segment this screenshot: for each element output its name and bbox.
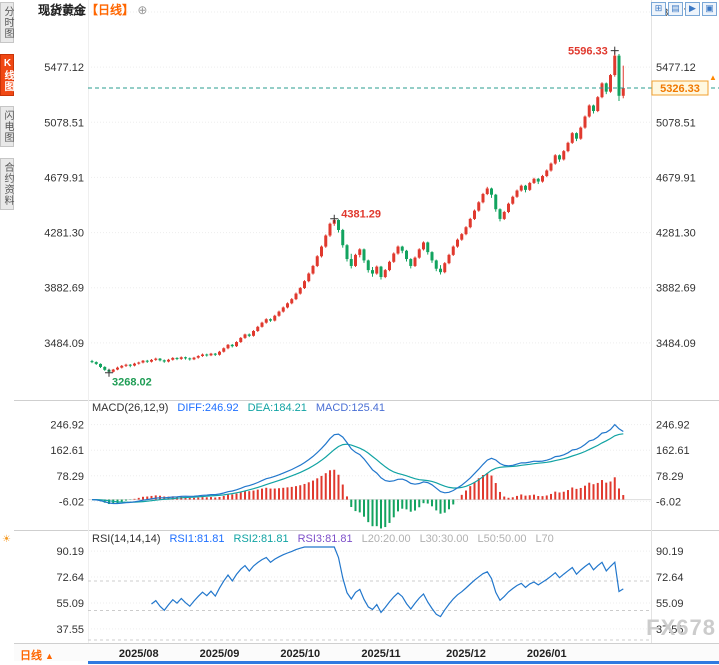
macd-header: MACD(26,12,9) DIFF:246.92 DEA:184.21 MAC…	[92, 402, 385, 414]
tab-lightning-chart[interactable]: 闪电图	[0, 106, 14, 147]
svg-text:4281.30: 4281.30	[656, 228, 696, 240]
last-price-marker: 5326.33 ▲	[88, 73, 719, 96]
svg-text:▲: ▲	[709, 73, 717, 82]
svg-text:162.61: 162.61	[50, 445, 84, 457]
svg-text:-6.02: -6.02	[656, 496, 681, 508]
svg-text:90.19: 90.19	[56, 546, 84, 558]
svg-text:5875.73: 5875.73	[44, 7, 84, 19]
panel-layout-icon[interactable]: ▣	[702, 2, 717, 16]
period-selector[interactable]: 日线 ▲	[20, 647, 54, 663]
svg-text:55.09: 55.09	[656, 598, 684, 610]
plus-circle-icon[interactable]: ⊕	[137, 3, 148, 17]
period-selector-label: 日线	[20, 650, 42, 662]
svg-text:55.09: 55.09	[56, 598, 84, 610]
svg-text:3484.09: 3484.09	[656, 338, 696, 350]
svg-text:4679.91: 4679.91	[656, 172, 696, 184]
macd-params-label: MACD(26,12,9)	[92, 402, 169, 414]
svg-text:4281.30: 4281.30	[44, 228, 84, 240]
svg-text:4679.91: 4679.91	[44, 172, 84, 184]
svg-text:5078.51: 5078.51	[656, 117, 696, 129]
price-annotations: 5596.33 4381.29 3268.02	[105, 46, 619, 389]
rsi-params-label: RSI(14,14,14)	[92, 533, 161, 545]
grid-2x2-icon[interactable]: ⊞	[651, 2, 666, 16]
triangle-up-icon: ▲	[45, 651, 54, 661]
rsi-l50-label: L50:50.00	[477, 533, 527, 545]
instrument-title: 现货黄金	[38, 3, 87, 17]
horizontal-scrollbar[interactable]	[88, 661, 719, 664]
tab-contract-info[interactable]: 合约资料	[0, 158, 14, 210]
left-tab-bar: 分时图 K线图 闪电图 合约资料	[0, 0, 14, 665]
svg-text:3268.02: 3268.02	[112, 377, 152, 389]
svg-text:5078.51: 5078.51	[44, 117, 84, 129]
svg-text:246.92: 246.92	[656, 420, 690, 432]
time-axis-bar	[14, 644, 719, 661]
svg-text:2025/10: 2025/10	[280, 648, 320, 660]
svg-text:-6.02: -6.02	[59, 496, 84, 508]
grid-rows-icon[interactable]: ▤	[668, 2, 683, 16]
svg-text:3882.69: 3882.69	[44, 283, 84, 295]
svg-text:72.64: 72.64	[56, 572, 84, 584]
rsi1-value: RSI1:81.81	[169, 533, 225, 545]
chart-header: 现货黄金【日线】 ⊕	[38, 1, 147, 18]
svg-text:2026/01: 2026/01	[527, 648, 567, 660]
rsi2-value: RSI2:81.81	[233, 533, 289, 545]
svg-text:5477.12: 5477.12	[656, 62, 696, 74]
svg-text:78.29: 78.29	[656, 471, 684, 483]
macd-macd-value: MACD:125.41	[315, 402, 385, 414]
time-axis-labels: 2025/08 2025/09 2025/10 2025/11 2025/12 2026/…	[119, 648, 567, 660]
period-tag: 【日线】	[86, 3, 135, 17]
rsi-l70-label: L70	[535, 533, 554, 545]
svg-text:37.55: 37.55	[656, 624, 684, 636]
svg-text:3882.69: 3882.69	[656, 283, 696, 295]
next-chart-icon[interactable]: ▶	[685, 2, 700, 16]
indicator-settings-icon[interactable]: ☀	[2, 534, 11, 545]
svg-text:162.61: 162.61	[656, 445, 690, 457]
svg-text:5326.33: 5326.33	[660, 83, 700, 95]
svg-text:2025/08: 2025/08	[119, 648, 159, 660]
svg-text:2025/11: 2025/11	[361, 648, 400, 660]
rsi-l20-label: L20:20.00	[361, 533, 411, 545]
panel-frame	[14, 0, 719, 644]
rsi-header: RSI(14,14,14) RSI1:81.81 RSI2:81.81 RSI3…	[92, 533, 554, 545]
svg-text:3484.09: 3484.09	[44, 338, 84, 350]
tab-time-chart[interactable]: 分时图	[0, 2, 14, 43]
svg-text:4381.29: 4381.29	[341, 209, 381, 221]
svg-text:246.92: 246.92	[50, 420, 84, 432]
tab-kline-chart[interactable]: K线图	[0, 54, 14, 96]
chart-toolbar: ⊞ ▤ ▶ ▣	[651, 2, 717, 16]
macd-diff-value: DIFF:246.92	[177, 402, 239, 414]
svg-text:78.29: 78.29	[56, 471, 84, 483]
candlestick-layer	[90, 50, 625, 373]
watermark: FX678	[646, 615, 716, 640]
svg-text:2025/12: 2025/12	[446, 648, 486, 660]
svg-text:72.64: 72.64	[656, 572, 684, 584]
macd-dea-value: DEA:184.21	[247, 402, 307, 414]
rsi-l30-label: L30:30.00	[419, 533, 469, 545]
rsi-panel: 90.19 90.19 72.64 72.64 55.09 55.09 37.55 37.55	[56, 546, 684, 641]
svg-text:5477.12: 5477.12	[44, 62, 84, 74]
rsi3-value: RSI3:81.81	[297, 533, 353, 545]
svg-text:5596.33: 5596.33	[568, 46, 608, 58]
price-axis-labels: 5875.735875.735477.125477.125078.515078.…	[44, 7, 696, 350]
macd-panel: 246.92 246.92 162.61 162.61 78.29 78.29 -6.02 -…	[50, 420, 690, 529]
svg-text:90.19: 90.19	[656, 546, 684, 558]
svg-text:2025/09: 2025/09	[200, 648, 240, 660]
svg-text:37.55: 37.55	[56, 624, 84, 636]
